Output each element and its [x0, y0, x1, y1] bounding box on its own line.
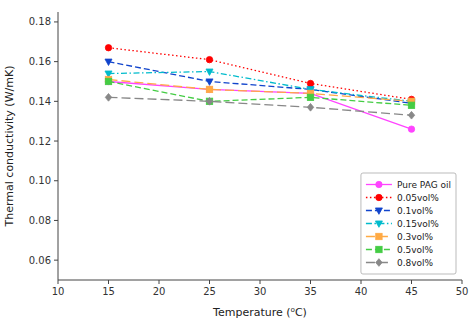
tick: [310, 280, 311, 284]
chart: 0.06 0.08 0.10 0.12 0.14 0.16 0.18 10 15 20 25 30 35…: [0, 0, 474, 322]
series-line: [109, 81, 412, 105]
tick: [58, 280, 59, 284]
tick: [54, 220, 58, 221]
tick-label: 25: [203, 286, 216, 297]
legend: Pure PAG oil 0.05vol% 0.1vol% 0.15vol% 0.3vo…: [361, 173, 456, 274]
series-line: [109, 97, 412, 115]
x-axis: 10 15 20 25 30 35 40 45 50: [52, 280, 469, 297]
tick: [108, 280, 109, 284]
tick: [159, 280, 160, 284]
series-line: [109, 72, 412, 102]
tick-label: 0.14: [29, 96, 51, 107]
point: [206, 98, 212, 104]
point: [105, 45, 111, 51]
legend-marker: [375, 208, 382, 214]
point: [206, 69, 213, 75]
series: [105, 45, 414, 103]
series: [105, 69, 415, 105]
tick-label: 15: [102, 286, 115, 297]
plot-area: [105, 45, 415, 133]
point: [105, 94, 111, 102]
legend-label: 0.8vol%: [397, 258, 434, 268]
legend-marker: [376, 233, 382, 239]
tick-label: 0.10: [29, 175, 51, 186]
tick-label: 40: [355, 286, 368, 297]
series-line: [109, 81, 412, 129]
tick-label: 0.16: [29, 56, 51, 67]
tick: [209, 280, 210, 284]
tick: [361, 280, 362, 284]
legend-frame: [361, 173, 456, 274]
tick: [54, 101, 58, 102]
tick-label: 35: [304, 286, 317, 297]
tick-label: 0.08: [29, 215, 51, 226]
tick: [54, 260, 58, 261]
point: [206, 86, 212, 92]
point: [206, 86, 212, 92]
point: [307, 80, 313, 86]
axis-line: [58, 280, 462, 281]
legend-label: 0.3vol%: [397, 232, 434, 242]
tick: [411, 280, 412, 284]
series: [105, 94, 414, 120]
tick-label: 10: [52, 286, 65, 297]
point: [408, 102, 414, 108]
legend-marker: [376, 194, 382, 200]
legend-label: Pure PAG oil: [397, 180, 451, 190]
tick-label: 20: [153, 286, 166, 297]
legend-label: 0.5vol%: [397, 245, 434, 255]
series: [105, 76, 414, 104]
point: [307, 94, 313, 100]
point: [105, 78, 111, 84]
tick: [260, 280, 261, 284]
tick-label: 30: [254, 286, 267, 297]
tick-label: 0.06: [29, 255, 51, 266]
legend-marker: [376, 246, 382, 252]
tick-label: 0.12: [29, 136, 51, 147]
series-line: [109, 62, 412, 104]
legend-marker: [376, 181, 382, 187]
tick: [54, 61, 58, 62]
x-axis-label: Temperature (⁰C): [212, 306, 307, 319]
legend-label: 0.05vol%: [397, 193, 439, 203]
series-line: [109, 48, 412, 100]
legend-label: 0.15vol%: [397, 219, 439, 229]
legend-label: 0.1vol%: [397, 206, 434, 216]
tick-label: 45: [405, 286, 418, 297]
series: [105, 78, 414, 132]
tick: [54, 141, 58, 142]
point: [206, 97, 212, 105]
point: [408, 126, 414, 132]
point: [206, 79, 213, 85]
point: [206, 56, 212, 62]
y-axis-label: Thermal conductivity (W/mK): [3, 66, 16, 228]
point: [105, 59, 112, 65]
point: [105, 78, 111, 84]
tick-label: 50: [456, 286, 469, 297]
tick: [462, 280, 463, 284]
series: [105, 59, 415, 107]
tick: [54, 21, 58, 22]
y-axis: 0.06 0.08 0.10 0.12 0.14 0.16 0.18: [29, 12, 58, 280]
tick: [54, 180, 58, 181]
legend-marker: [376, 259, 382, 267]
tick-label: 0.18: [29, 16, 51, 27]
axis-line: [58, 12, 59, 280]
point: [408, 111, 414, 119]
legend-marker: [375, 221, 382, 227]
point: [307, 103, 313, 111]
